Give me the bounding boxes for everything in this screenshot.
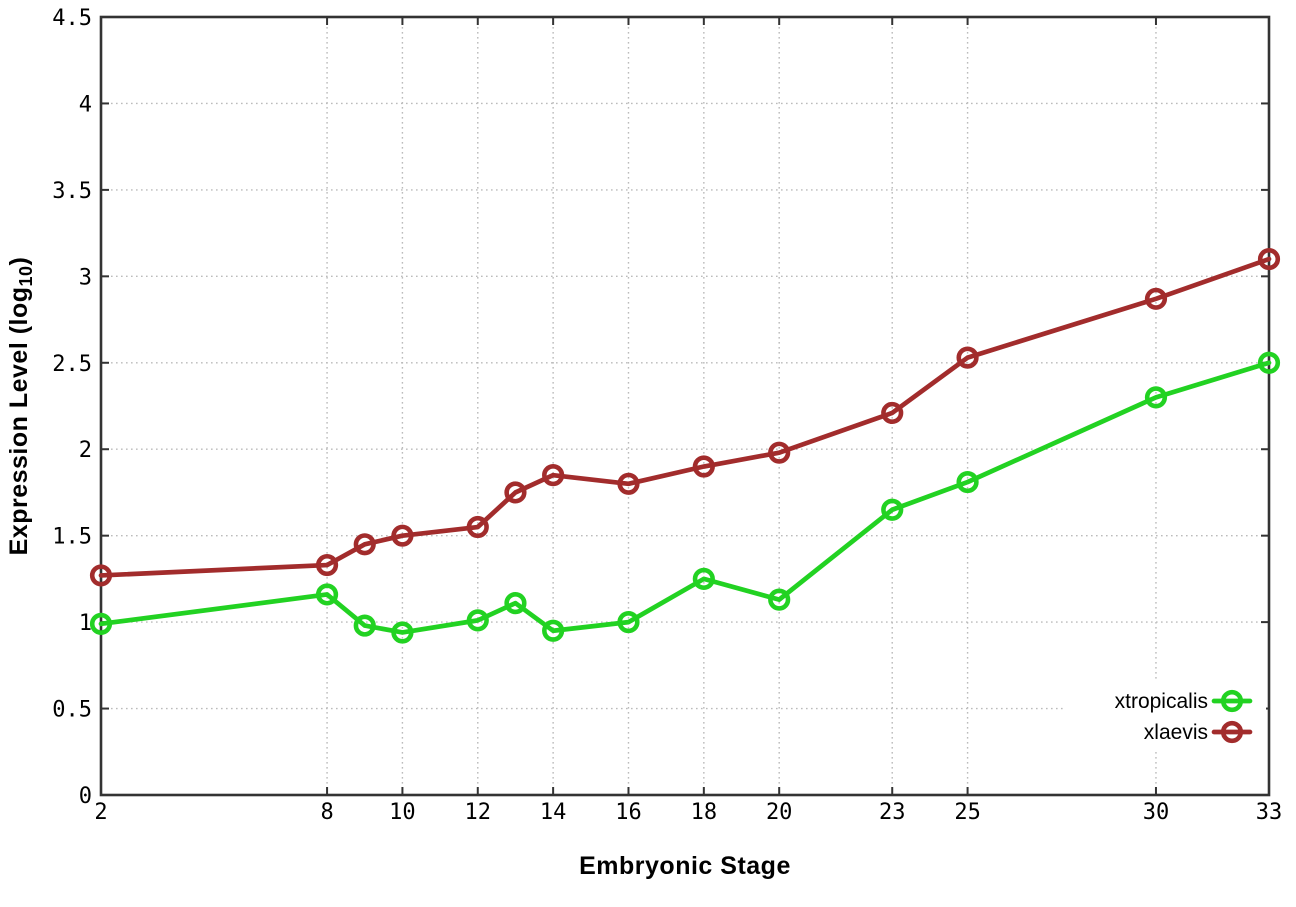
data-point-xtropicalis — [768, 588, 791, 611]
data-point-xlaevis — [692, 455, 715, 478]
y-tick-label: 4 — [79, 92, 92, 117]
x-tick-label: 33 — [1256, 800, 1283, 825]
y-axis-title-text: Expression Level (log — [4, 286, 33, 556]
data-point-xlaevis — [881, 401, 904, 425]
plot-border — [99, 15, 1271, 797]
legend-marker-xtropicalis — [1220, 689, 1244, 713]
data-point-xtropicalis — [956, 470, 979, 494]
y-axis-title: Expression Level (log10) — [5, 257, 37, 556]
data-point-xlaevis — [315, 553, 339, 577]
data-point-xtropicalis — [617, 611, 640, 634]
x-tick-label: 14 — [540, 800, 567, 825]
y-axis-title-subscript: 10 — [16, 265, 37, 287]
data-point-xtropicalis — [315, 583, 339, 606]
y-tick-label: 1.5 — [52, 525, 92, 550]
series-line-xtropicalis — [98, 360, 1272, 635]
x-tick-label: 25 — [954, 800, 981, 825]
x-tick-label: 23 — [879, 800, 906, 825]
y-tick-label: 1 — [79, 611, 92, 636]
data-point-xtropicalis — [391, 621, 414, 644]
data-point-xlaevis — [466, 515, 489, 539]
x-tick-label: 2 — [94, 800, 107, 825]
x-tick-label: 10 — [389, 800, 416, 825]
legend-marker-xlaevis — [1220, 720, 1244, 744]
data-point-xlaevis — [1144, 287, 1168, 310]
data-point-xlaevis — [391, 524, 414, 547]
data-point-xtropicalis — [542, 619, 565, 642]
legend-label-xlaevis: xlaevis — [1144, 721, 1208, 744]
data-point-xlaevis — [1257, 247, 1281, 271]
x-tick-label: 8 — [320, 800, 333, 825]
data-point-xtropicalis — [692, 567, 715, 590]
x-axis-title: Embryonic Stage — [579, 852, 791, 880]
y-tick-label: 0 — [79, 784, 92, 809]
y-tick-label: 2.5 — [52, 352, 92, 377]
x-tick-label: 12 — [465, 800, 492, 825]
data-point-xtropicalis — [466, 609, 489, 632]
data-point-xtropicalis — [1257, 351, 1281, 374]
data-point-xlaevis — [89, 564, 113, 587]
y-tick-label: 0.5 — [52, 698, 92, 723]
x-tick-label: 30 — [1143, 800, 1170, 825]
x-tick-label: 16 — [615, 800, 642, 825]
data-point-xlaevis — [956, 346, 979, 369]
series-line-xlaevis — [98, 256, 1272, 578]
data-point-xtropicalis — [353, 614, 376, 637]
legend-label-xtropicalis: xtropicalis — [1115, 690, 1208, 713]
data-point-xlaevis — [504, 481, 527, 504]
y-tick-label: 3 — [79, 265, 92, 290]
data-point-xtropicalis — [504, 591, 527, 615]
data-point-xlaevis — [617, 472, 640, 495]
data-point-xlaevis — [353, 533, 376, 556]
data-point-xtropicalis — [881, 498, 904, 521]
data-point-xtropicalis — [1144, 386, 1168, 409]
y-tick-label: 2 — [79, 438, 92, 463]
data-point-xlaevis — [768, 441, 791, 464]
x-tick-label: 20 — [766, 800, 793, 825]
data-point-xlaevis — [542, 464, 565, 487]
y-tick-label: 4.5 — [52, 6, 92, 31]
x-tick-label: 18 — [691, 800, 718, 825]
y-axis-title-suffix: ) — [4, 256, 33, 266]
y-tick-label: 3.5 — [52, 179, 92, 204]
data-point-xtropicalis — [89, 612, 113, 635]
